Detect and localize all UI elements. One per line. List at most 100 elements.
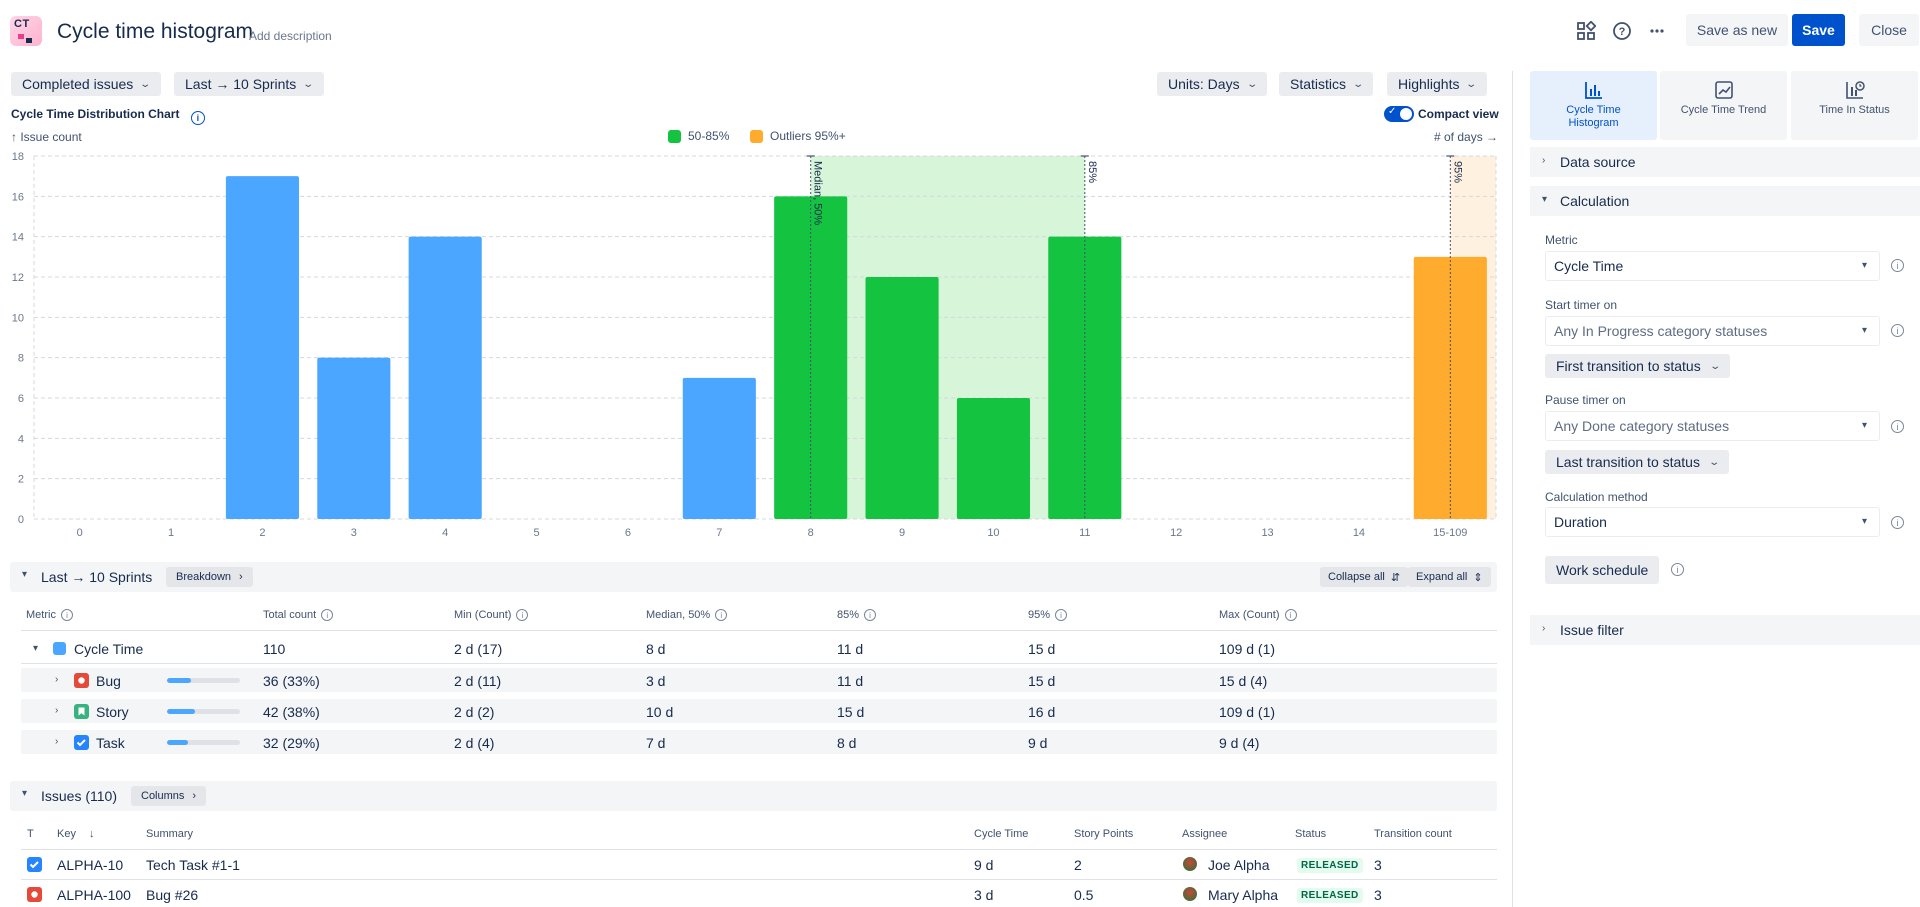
calc-method-select[interactable]: Duration ▾ [1545, 507, 1880, 537]
pause-timer-select[interactable]: Any Done category statuses ▾ [1545, 411, 1880, 441]
expand-all-button[interactable]: Expand all ⇕ [1408, 567, 1491, 587]
histogram-bar [408, 236, 482, 519]
y-tick-label: 18 [12, 151, 24, 163]
column-header-status: Status [1295, 828, 1327, 840]
start-timer-label: Start timer on [1545, 298, 1618, 312]
layout-grid-icon[interactable] [1570, 15, 1602, 47]
column-header-story-points: Story Points [1074, 828, 1134, 840]
save-button[interactable]: Save [1792, 14, 1845, 46]
time-in-status-icon [1845, 81, 1865, 99]
chevron-down-icon: ▾ [1542, 194, 1548, 205]
breakdown-button[interactable]: Breakdown › [166, 567, 253, 587]
chevron-down-icon[interactable]: ▾ [33, 643, 39, 654]
chevron-right-icon[interactable]: › [55, 705, 59, 716]
info-icon[interactable]: i [1891, 420, 1904, 433]
columns-button[interactable]: Columns › [131, 786, 207, 806]
x-tick-label: 12 [1170, 527, 1182, 539]
chevron-right-icon: › [1542, 155, 1546, 166]
metric-select[interactable]: Cycle Time ▾ [1545, 251, 1880, 281]
work-schedule-button[interactable]: Work schedule [1545, 556, 1660, 584]
y-tick-label: 14 [12, 232, 24, 244]
info-icon[interactable]: i [1891, 324, 1904, 337]
column-header-cycle-time: Cycle Time [974, 828, 1029, 840]
histogram-bar [682, 377, 756, 519]
calc-method-label: Calculation method [1545, 490, 1648, 504]
pause-transition-dropdown[interactable]: Last transition to status ⌄ [1545, 450, 1730, 474]
metric-label: Metric [1545, 233, 1578, 247]
status-badge: RELEASED [1297, 888, 1363, 903]
svg-text:?: ? [1619, 26, 1626, 38]
completed-issues-dropdown[interactable]: Completed issues ⌄ [11, 72, 161, 96]
x-tick-label: 10 [987, 527, 999, 539]
info-icon[interactable]: i [1891, 516, 1904, 529]
calculation-section[interactable]: ▾ Calculation [1530, 186, 1920, 216]
sprints-dropdown[interactable]: Last → 10 Sprints ⌄ [174, 72, 324, 96]
more-options-icon[interactable] [1641, 15, 1673, 47]
percentile-marker-label: 95% [1451, 161, 1463, 183]
info-icon[interactable]: i [1671, 563, 1684, 576]
x-tick-label: 6 [625, 527, 631, 539]
close-button[interactable]: Close [1859, 14, 1919, 46]
histogram-bar [956, 398, 1030, 519]
column-header-max: Max (Count) i [1219, 609, 1297, 621]
units-dropdown[interactable]: Units: Days ⌄ [1157, 72, 1267, 96]
help-icon[interactable]: ? [1606, 15, 1638, 47]
x-tick-label: 15-109 [1433, 527, 1467, 539]
column-header-type: T [27, 828, 34, 840]
percentile-marker-label: Median, 50% [812, 161, 824, 225]
histogram-bar [865, 277, 939, 519]
cycle-time-square-icon [53, 642, 66, 655]
add-description-link[interactable]: Add description [249, 29, 332, 43]
chevron-down-icon[interactable]: ▾ [22, 788, 28, 799]
x-tick-label: 9 [899, 527, 905, 539]
task-icon [74, 735, 89, 750]
column-header-assignee: Assignee [1182, 828, 1228, 840]
y-tick-label: 8 [18, 353, 24, 365]
compact-view-toggle[interactable]: ✓ [1384, 106, 1414, 122]
legend-swatch [668, 129, 681, 143]
chevron-down-icon: ⌄ [1465, 78, 1478, 90]
breakdown-section-header[interactable]: ▾ Last → 10 Sprints Breakdown › Collapse … [10, 562, 1497, 592]
page-title[interactable]: Cycle time histogram [57, 20, 254, 43]
column-header-transition-count: Transition count [1374, 828, 1452, 840]
info-icon[interactable]: i [1891, 259, 1904, 272]
column-header-metric: Metric i [26, 609, 73, 621]
chevron-down-icon: ▾ [1861, 260, 1867, 271]
collapse-all-button[interactable]: Collapse all ⇵ [1320, 567, 1409, 587]
chevron-down-icon: ▾ [1861, 516, 1867, 527]
chart-title: Cycle Time Distribution Chart i [11, 107, 205, 125]
collapse-icon: ⇵ [1390, 571, 1401, 584]
info-icon[interactable]: i [190, 111, 205, 125]
chevron-right-icon[interactable]: › [55, 674, 59, 685]
header: CT Cycle time histogram Add description … [0, 0, 1920, 60]
issue-filter-section[interactable]: › Issue filter [1530, 615, 1920, 645]
x-tick-label: 11 [1079, 527, 1090, 539]
status-badge: RELEASED [1297, 858, 1363, 873]
start-timer-select[interactable]: Any In Progress category statuses ▾ [1545, 316, 1880, 346]
task-icon [27, 857, 42, 872]
x-tick-label: 13 [1261, 527, 1273, 539]
chevron-down-icon: ▾ [1861, 325, 1867, 336]
data-source-section[interactable]: › Data source [1530, 147, 1920, 177]
tab-time-in-status[interactable]: Time In Status [1791, 71, 1918, 140]
chevron-down-icon[interactable]: ▾ [22, 569, 28, 580]
y-tick-label: 0 [18, 514, 24, 526]
column-header-total: Total count i [263, 609, 334, 621]
x-tick-label: 8 [808, 527, 814, 539]
chevron-down-icon: ⌄ [302, 78, 315, 90]
tab-cycle-time-histogram[interactable]: Cycle Time Histogram [1530, 71, 1657, 140]
tab-cycle-time-trend[interactable]: Cycle Time Trend [1660, 71, 1787, 140]
chevron-right-icon: › [1542, 623, 1546, 634]
expand-icon: ⇕ [1473, 571, 1483, 584]
chevron-right-icon[interactable]: › [55, 736, 59, 747]
issues-section-header[interactable]: ▾ Issues (110) Columns › [10, 781, 1497, 811]
highlights-dropdown[interactable]: Highlights ⌄ [1387, 72, 1487, 96]
save-as-new-button[interactable]: Save as new [1686, 14, 1788, 46]
info-icon: i [60, 609, 73, 621]
column-header-key[interactable]: Key ↓ [57, 828, 95, 840]
statistics-dropdown[interactable]: Statistics ⌄ [1279, 72, 1374, 96]
avatar [1183, 857, 1197, 871]
chevron-down-icon: ⌄ [1352, 78, 1365, 90]
start-transition-dropdown[interactable]: First transition to status ⌄ [1545, 354, 1731, 378]
bug-icon [74, 673, 89, 688]
